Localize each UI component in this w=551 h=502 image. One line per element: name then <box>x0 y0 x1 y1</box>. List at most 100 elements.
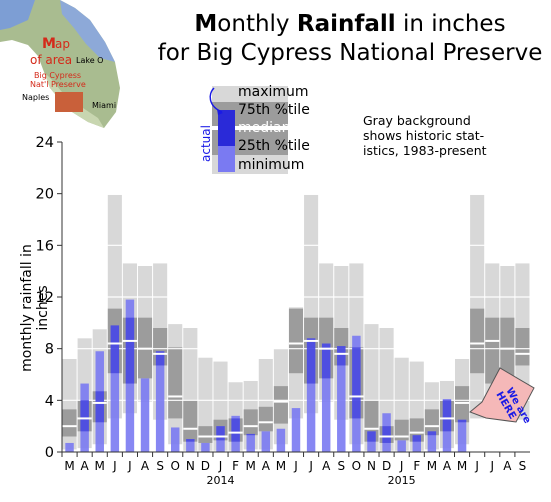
year-label: 2015 <box>388 474 416 487</box>
map-title-line2: of area <box>30 53 72 67</box>
iqr-bar <box>258 406 273 432</box>
x-tick-label: D <box>201 459 210 473</box>
actual-bar-overlap <box>80 400 89 432</box>
y-tick-label: 4 <box>45 393 54 409</box>
map-lake-label: Lake O <box>76 56 103 65</box>
actual-bar <box>397 440 406 452</box>
iqr-bar <box>183 400 198 442</box>
map-city-miami: Miami <box>92 101 116 110</box>
actual-bar <box>140 378 150 452</box>
actual-bar-overlap <box>155 351 165 366</box>
x-tick-label: O <box>170 459 179 473</box>
x-tick-label: J <box>293 459 298 473</box>
x-tick-label: F <box>413 459 420 473</box>
year-label: 2014 <box>207 474 235 487</box>
x-tick-label: M <box>95 459 105 473</box>
x-tick-label: A <box>322 459 331 473</box>
title-part-a: onthly <box>217 11 297 37</box>
y-tick-label: 8 <box>45 342 54 358</box>
legend-actual-label: actual <box>199 125 213 162</box>
y-tick-label: 16 <box>36 238 54 254</box>
legend-item-maximum: maximum <box>238 84 309 100</box>
x-tick-label: M <box>64 459 74 473</box>
x-tick-label: J <box>399 459 404 473</box>
legend-item-75th: 75th %tile <box>238 102 310 118</box>
actual-bar <box>201 442 210 452</box>
x-tick-label: N <box>367 459 376 473</box>
x-tick-label: M <box>246 459 256 473</box>
map-title-initial: M <box>42 36 56 52</box>
x-tick-label: F <box>232 459 239 473</box>
iqr-bar <box>470 308 485 374</box>
title-line-2: for Big Cypress National Preserve <box>157 40 543 66</box>
y-tick-label: 12 <box>36 290 54 306</box>
iqr-bar <box>62 409 77 437</box>
x-tick-label: J <box>489 459 494 473</box>
x-tick-label: A <box>81 459 90 473</box>
iqr-bar <box>288 308 304 374</box>
actual-bar <box>110 325 120 452</box>
chart-title: Monthly Rainfall in inches for Big Cypre… <box>150 10 550 68</box>
x-tick-label: J <box>127 459 132 473</box>
x-tick-label: J <box>308 459 313 473</box>
x-tick-label: N <box>186 459 195 473</box>
iqr-bar <box>198 426 213 443</box>
iqr-bar <box>168 347 183 419</box>
title-bold: Rainfall <box>296 11 396 37</box>
title-initial: M <box>194 11 218 37</box>
legend-item-median: median <box>238 120 290 136</box>
map-preserve-line2: Nat'l Preserve <box>30 80 86 89</box>
x-tick-label: A <box>503 459 512 473</box>
x-tick-label: S <box>337 459 345 473</box>
y-tick-label: 20 <box>36 187 54 203</box>
y-tick-label: 24 <box>36 135 54 151</box>
actual-bar <box>306 338 316 452</box>
area-map: M ap of area Lake O Big Cypress Nat'l Pr… <box>0 0 130 130</box>
x-tick-label: J <box>218 459 223 473</box>
actual-bar <box>246 433 255 452</box>
we-are-here-callout: We are HERE <box>466 364 538 432</box>
actual-bar <box>427 431 437 452</box>
legend: actual maximum 75th %tile median 25th %t… <box>180 82 370 178</box>
actual-bar-overlap <box>110 325 120 374</box>
x-tick-label: O <box>352 459 361 473</box>
iqr-bar <box>515 328 530 366</box>
actual-bar <box>170 427 180 452</box>
actual-bar <box>457 419 467 452</box>
actual-bar-overlap <box>216 426 225 441</box>
y-tick-label: 0 <box>45 445 54 461</box>
x-tick-label: J <box>112 459 117 473</box>
iqr-bar <box>243 409 258 436</box>
x-tick-label: M <box>457 459 467 473</box>
x-tick-label: J <box>474 459 479 473</box>
legend-note-line3: istics, 1983-present <box>363 143 487 158</box>
actual-bar-overlap <box>321 343 331 379</box>
iqr-bar <box>273 386 288 424</box>
iqr-bar <box>455 386 470 423</box>
actual-bar-overlap <box>337 346 346 366</box>
actual-bar <box>155 351 165 452</box>
map-preserve-line1: Big Cypress <box>34 71 81 80</box>
x-tick-label: M <box>276 459 286 473</box>
map-title-rest: ap <box>55 37 70 51</box>
actual-bar-overlap <box>95 391 104 423</box>
legend-note-line1: Gray background <box>363 113 471 128</box>
legend-item-minimum: minimum <box>238 157 304 173</box>
map-city-naples: Naples <box>22 93 49 102</box>
actual-bar-overlap <box>427 431 437 436</box>
iqr-bar <box>394 419 409 441</box>
actual-bar-overlap <box>125 317 135 384</box>
title-part-b: in inches <box>395 11 506 37</box>
actual-bar-overlap <box>382 426 391 443</box>
actual-bar <box>65 442 74 452</box>
legend-item-25th: 25th %tile <box>238 138 310 154</box>
actual-bar <box>186 439 195 452</box>
x-tick-label: A <box>262 459 271 473</box>
actual-bar <box>276 428 286 452</box>
actual-bar-overlap <box>457 419 467 423</box>
actual-bar-overlap <box>231 418 240 442</box>
actual-bar-overlap <box>246 433 255 436</box>
x-tick-label: A <box>443 459 452 473</box>
actual-bar-overlap <box>186 439 195 442</box>
